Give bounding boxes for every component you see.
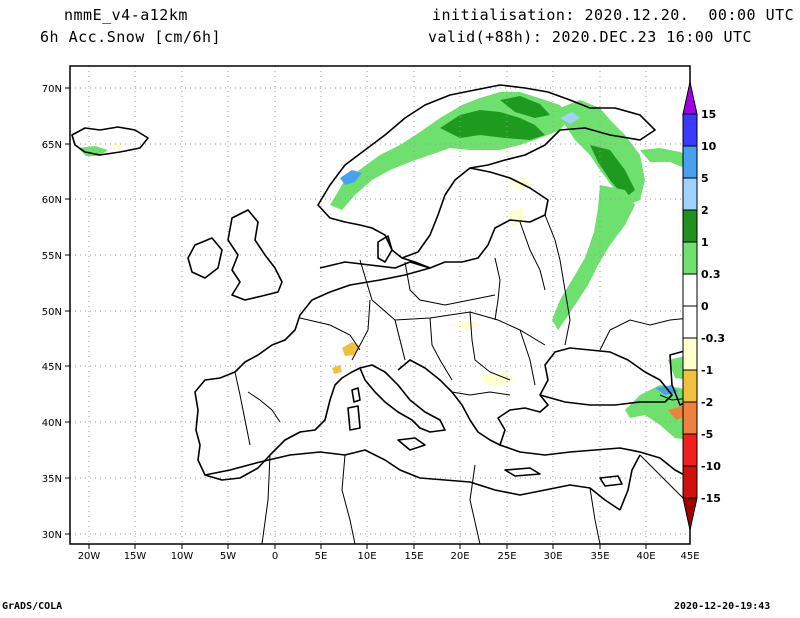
- colorbar-swatch: [682, 465, 698, 499]
- lat-label: 50N: [42, 307, 62, 318]
- snow-area-lapland-2: [500, 96, 550, 118]
- anatolia-coast: [499, 444, 690, 479]
- colorbar-swatch: [682, 433, 698, 467]
- colorbar-label: -10: [701, 460, 721, 473]
- snow-area-balkans: [480, 372, 515, 386]
- colorbar-label: -15: [701, 492, 721, 505]
- lon-label: 20W: [78, 551, 101, 562]
- colorbar-swatch: [682, 113, 698, 147]
- valid-time: valid(+88h): 2020.DEC.23 16:00 UTC: [428, 28, 753, 46]
- lon-label: 40E: [636, 551, 655, 562]
- colorbar-label: 1: [701, 236, 709, 249]
- cyprus-outline: [599, 475, 623, 487]
- continent-west-coast: [194, 261, 431, 481]
- colorbar-swatch: [682, 241, 698, 275]
- colorbar: [682, 81, 698, 531]
- snow-area-russia-east: [640, 148, 690, 170]
- colorbar-label: 2: [701, 204, 709, 217]
- colorbar-swatch: [682, 177, 698, 211]
- baltic-outline: [401, 167, 549, 269]
- lon-label: 15E: [404, 551, 423, 562]
- lat-label: 65N: [42, 140, 62, 151]
- colorbar-label: -0.3: [701, 332, 725, 345]
- lon-label: 20E: [450, 551, 469, 562]
- sardinia-outline: [347, 405, 361, 431]
- lon-label: 35E: [590, 551, 609, 562]
- lat-label: 35N: [42, 474, 62, 485]
- colorbar-label: 10: [701, 140, 717, 153]
- great-britain-outline: [227, 209, 283, 301]
- snow-area-caucasus: [625, 385, 690, 440]
- country-borders: [234, 214, 690, 544]
- variable-name: 6h Acc.Snow [cm/6h]: [40, 28, 222, 46]
- model-name: nmmE_v4-a12km: [64, 6, 188, 24]
- lon-label: 10E: [357, 551, 376, 562]
- lat-label: 55N: [42, 251, 62, 262]
- latitude-labels: 70N 65N 60N 55N 50N 45N 40N 35N 30N: [42, 84, 62, 541]
- initialisation-time: initialisation: 2020.12.20. 00:00 UTC: [432, 6, 795, 24]
- lon-label: 10W: [171, 551, 194, 562]
- snow-area-finland-light: [508, 178, 532, 190]
- footer-credit: GrADS/COLA: [2, 601, 63, 612]
- axis-ticks: [65, 87, 647, 549]
- lon-label: 25E: [497, 551, 516, 562]
- snow-area-russia-band: [552, 185, 635, 330]
- lat-lon-grid: [70, 66, 690, 544]
- lon-label: 15W: [124, 551, 147, 562]
- coastlines: [71, 84, 690, 511]
- black-sea-outline: [539, 347, 673, 406]
- balkans-outline: [397, 359, 549, 446]
- snow-shading: [78, 92, 690, 440]
- snow-area-carpathians: [450, 320, 480, 330]
- colorbar-labels: 15 10 5 2 1 0.3 0 -0.3 -1 -2 -5 -10 -15: [701, 108, 725, 505]
- lat-label: 60N: [42, 195, 62, 206]
- colorbar-label: 0: [701, 300, 709, 313]
- colorbar-swatch: [682, 305, 698, 339]
- lon-label: 5W: [220, 551, 236, 562]
- colorbar-label: 5: [701, 172, 709, 185]
- lat-label: 30N: [42, 530, 62, 541]
- crete-outline: [504, 467, 541, 477]
- lat-label: 45N: [42, 362, 62, 373]
- colorbar-swatch: [682, 273, 698, 307]
- corsica-outline: [351, 387, 361, 403]
- colorbar-label: -2: [701, 396, 713, 409]
- colorbar-swatch: [682, 209, 698, 243]
- scandinavia-outline: [317, 84, 656, 259]
- snow-area-alps-2: [332, 365, 342, 374]
- colorbar-label: 0.3: [701, 268, 721, 281]
- lon-label: 30E: [543, 551, 562, 562]
- colorbar-label: 15: [701, 108, 716, 121]
- iceland-outline: [71, 126, 149, 156]
- levant-coast: [619, 454, 641, 511]
- snow-area-iceland: [78, 146, 108, 156]
- denmark-outline: [377, 235, 393, 263]
- lon-label: 0: [272, 551, 278, 562]
- colorbar-swatch: [682, 401, 698, 435]
- snow-area-norway-blue: [340, 170, 362, 185]
- italy-outline: [359, 364, 446, 433]
- colorbar-swatch: [682, 369, 698, 403]
- longitude-labels: 20W 15W 10W 5W 0 5E 10E 15E 20E 25E 30E …: [78, 551, 700, 562]
- colorbar-bottom-arrow: [682, 497, 698, 531]
- lon-label: 45E: [680, 551, 699, 562]
- ireland-outline: [187, 237, 223, 279]
- lat-label: 40N: [42, 418, 62, 429]
- colorbar-swatch: [682, 145, 698, 179]
- snow-area-iceland-light: [112, 142, 122, 150]
- snow-area-lapland: [440, 110, 545, 140]
- north-africa-coast: [204, 449, 621, 511]
- colorbar-swatch: [682, 337, 698, 371]
- sicily-outline: [397, 437, 426, 451]
- snow-area-kola-blue: [560, 112, 580, 124]
- colorbar-label: -1: [701, 364, 713, 377]
- lat-label: 70N: [42, 84, 62, 95]
- colorbar-label: -5: [701, 428, 713, 441]
- lon-label: 5E: [315, 551, 328, 562]
- footer-timestamp: 2020-12-20-19:43: [674, 601, 771, 612]
- snow-area-karelia-dark: [590, 145, 635, 198]
